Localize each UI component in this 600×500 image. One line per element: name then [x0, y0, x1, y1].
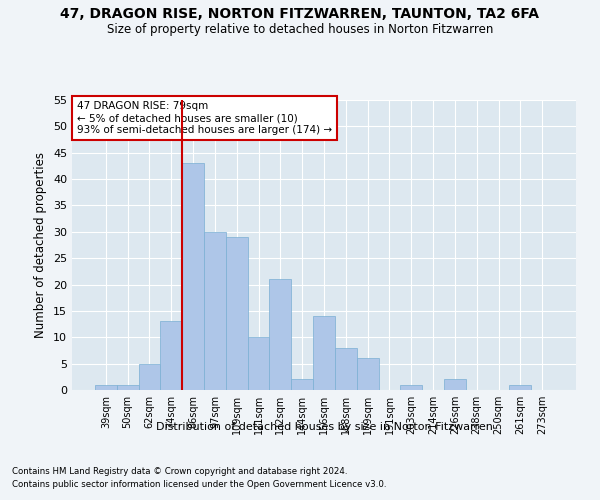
Bar: [335, 348, 357, 390]
Bar: [117, 384, 139, 390]
Bar: [95, 384, 117, 390]
Bar: [160, 322, 182, 390]
Bar: [226, 237, 248, 390]
Text: Contains HM Land Registry data © Crown copyright and database right 2024.: Contains HM Land Registry data © Crown c…: [12, 467, 347, 476]
Bar: [444, 380, 466, 390]
Bar: [400, 384, 422, 390]
Text: Contains public sector information licensed under the Open Government Licence v3: Contains public sector information licen…: [12, 480, 386, 489]
Bar: [291, 380, 313, 390]
Bar: [313, 316, 335, 390]
Bar: [509, 384, 531, 390]
Text: 47 DRAGON RISE: 79sqm
← 5% of detached houses are smaller (10)
93% of semi-detac: 47 DRAGON RISE: 79sqm ← 5% of detached h…: [77, 102, 332, 134]
Text: 47, DRAGON RISE, NORTON FITZWARREN, TAUNTON, TA2 6FA: 47, DRAGON RISE, NORTON FITZWARREN, TAUN…: [61, 8, 539, 22]
Text: Size of property relative to detached houses in Norton Fitzwarren: Size of property relative to detached ho…: [107, 22, 493, 36]
Bar: [248, 338, 269, 390]
Bar: [269, 280, 291, 390]
Bar: [204, 232, 226, 390]
Bar: [139, 364, 160, 390]
Text: Distribution of detached houses by size in Norton Fitzwarren: Distribution of detached houses by size …: [155, 422, 493, 432]
Bar: [182, 164, 204, 390]
Bar: [357, 358, 379, 390]
Y-axis label: Number of detached properties: Number of detached properties: [34, 152, 47, 338]
